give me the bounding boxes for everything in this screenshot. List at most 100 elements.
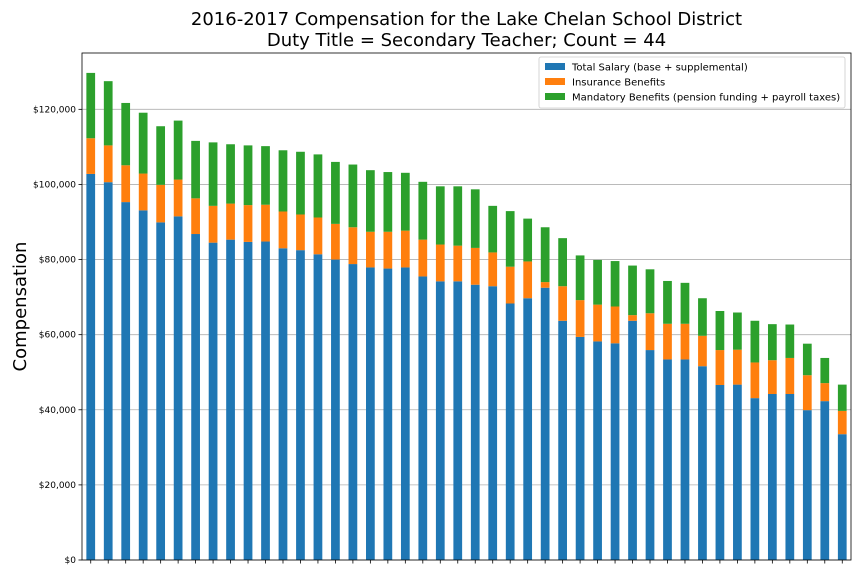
bar-segment-series-2 <box>208 205 218 243</box>
bar-segment-series-2 <box>261 204 270 242</box>
bar-segment-series-1 <box>663 359 672 560</box>
bar-segment-series-3 <box>802 343 812 376</box>
bar-segment-series-3 <box>313 154 323 218</box>
bar-segment-series-1 <box>767 394 777 560</box>
bar-segment-series-3 <box>785 324 795 358</box>
bar-segment-series-1 <box>121 202 131 560</box>
y-tick-label: $80,000 <box>39 256 76 266</box>
bar-segment-series-3 <box>610 261 620 307</box>
bar-segment-series-1 <box>173 216 183 560</box>
bar-segment-series-2 <box>785 357 795 395</box>
legend-label: Insurance Benefits <box>572 78 665 89</box>
bar-segment-series-1 <box>156 222 166 560</box>
bar-segment-series-1 <box>470 284 480 560</box>
bar-segment-series-3 <box>663 280 672 324</box>
bar-segment-series-2 <box>767 360 777 395</box>
bar-segment-series-1 <box>226 239 235 560</box>
bar-segment-series-2 <box>103 145 113 183</box>
bar-segment-series-2 <box>610 306 620 344</box>
bar-segment-series-1 <box>540 287 550 560</box>
bar-segment-series-2 <box>802 375 812 411</box>
legend-label: Total Salary (base + supplemental) <box>571 63 748 74</box>
bar-segment-series-2 <box>435 244 445 282</box>
bar-segment-series-1 <box>523 298 533 560</box>
bar-segment-series-2 <box>470 247 480 285</box>
bar-segment-series-2 <box>575 300 585 337</box>
bar-segment-series-3 <box>296 151 305 215</box>
bar-segment-series-1 <box>750 398 760 560</box>
bar-segment-series-3 <box>837 384 847 411</box>
bar-segment-series-1 <box>488 286 498 560</box>
bar-segment-series-1 <box>715 384 725 560</box>
bar-segment-series-2 <box>278 211 288 249</box>
bar-segment-series-1 <box>261 241 270 561</box>
bar-segment-series-3 <box>156 126 166 185</box>
bar-segment-series-3 <box>820 357 830 384</box>
bar-segment-series-2 <box>558 286 567 321</box>
bar-segment-series-1 <box>733 384 742 560</box>
bar-segment-series-3 <box>523 218 533 262</box>
bar-segment-series-2 <box>663 323 672 360</box>
bar-segment-series-2 <box>733 349 742 385</box>
y-axis-label: Compensation <box>10 242 31 372</box>
bar-segment-series-2 <box>173 179 183 217</box>
bar-segment-series-1 <box>435 281 445 560</box>
bar-segment-series-2 <box>348 227 358 265</box>
bar-segment-series-3 <box>383 172 393 232</box>
bar-segment-series-1 <box>383 268 393 560</box>
bar-segment-series-1 <box>453 281 463 560</box>
bar-segment-series-2 <box>540 282 550 288</box>
bar-segment-series-2 <box>645 313 655 351</box>
bar-segment-series-2 <box>156 184 166 223</box>
bar-segment-series-1 <box>313 254 323 560</box>
bar-segment-series-3 <box>470 189 480 248</box>
bar-segment-series-3 <box>540 227 550 283</box>
bar-segment-series-1 <box>610 343 620 560</box>
bar-segment-series-1 <box>575 336 585 560</box>
bar-segment-series-2 <box>296 214 305 251</box>
y-tick-label: $20,000 <box>39 481 76 491</box>
bar-segment-series-2 <box>488 252 498 287</box>
bar-segment-series-3 <box>103 81 113 146</box>
bar-segment-series-3 <box>435 186 445 245</box>
legend-box <box>538 56 846 109</box>
bar-segment-series-3 <box>348 164 358 228</box>
bar-segment-series-3 <box>558 238 567 287</box>
bars <box>86 72 847 561</box>
bar-segment-series-3 <box>715 311 725 351</box>
bar-segment-series-2 <box>366 231 375 268</box>
bar-segment-series-2 <box>837 410 847 435</box>
bar-segment-series-1 <box>628 320 637 560</box>
bar-segment-series-3 <box>698 298 707 336</box>
bar-segment-series-2 <box>121 165 131 203</box>
bar-segment-series-1 <box>505 303 515 560</box>
bar-segment-series-3 <box>767 324 777 361</box>
bar-segment-series-3 <box>366 170 375 232</box>
bar-segment-series-3 <box>121 102 131 166</box>
bar-segment-series-2 <box>750 362 760 399</box>
bar-segment-series-2 <box>715 350 725 385</box>
bar-segment-series-3 <box>226 144 235 204</box>
bar-segment-series-2 <box>86 138 96 174</box>
chart-subtitle: Duty Title = Secondary Teacher; Count = … <box>267 30 666 51</box>
bar-segment-series-1 <box>820 401 830 560</box>
bar-segment-series-1 <box>785 394 795 560</box>
bar-segment-series-1 <box>331 259 340 560</box>
bar-segment-series-1 <box>366 267 375 560</box>
bar-segment-series-2 <box>313 217 323 255</box>
bar-segment-series-1 <box>278 248 288 561</box>
plot-frame <box>81 52 852 561</box>
bar-segment-series-1 <box>348 264 358 560</box>
bar-segment-series-2 <box>191 198 200 235</box>
bar-segment-series-1 <box>243 241 253 560</box>
bar-segment-series-1 <box>593 341 602 560</box>
bar-segment-series-1 <box>103 182 113 561</box>
y-tick-label: $0 <box>65 556 77 566</box>
y-tick-label: $40,000 <box>39 406 76 416</box>
bar-segment-series-2 <box>226 203 235 240</box>
legend-swatch <box>545 93 565 100</box>
bar-segment-series-3 <box>418 181 428 240</box>
bar-segment-series-2 <box>400 230 410 268</box>
bar-segment-series-2 <box>523 261 533 299</box>
